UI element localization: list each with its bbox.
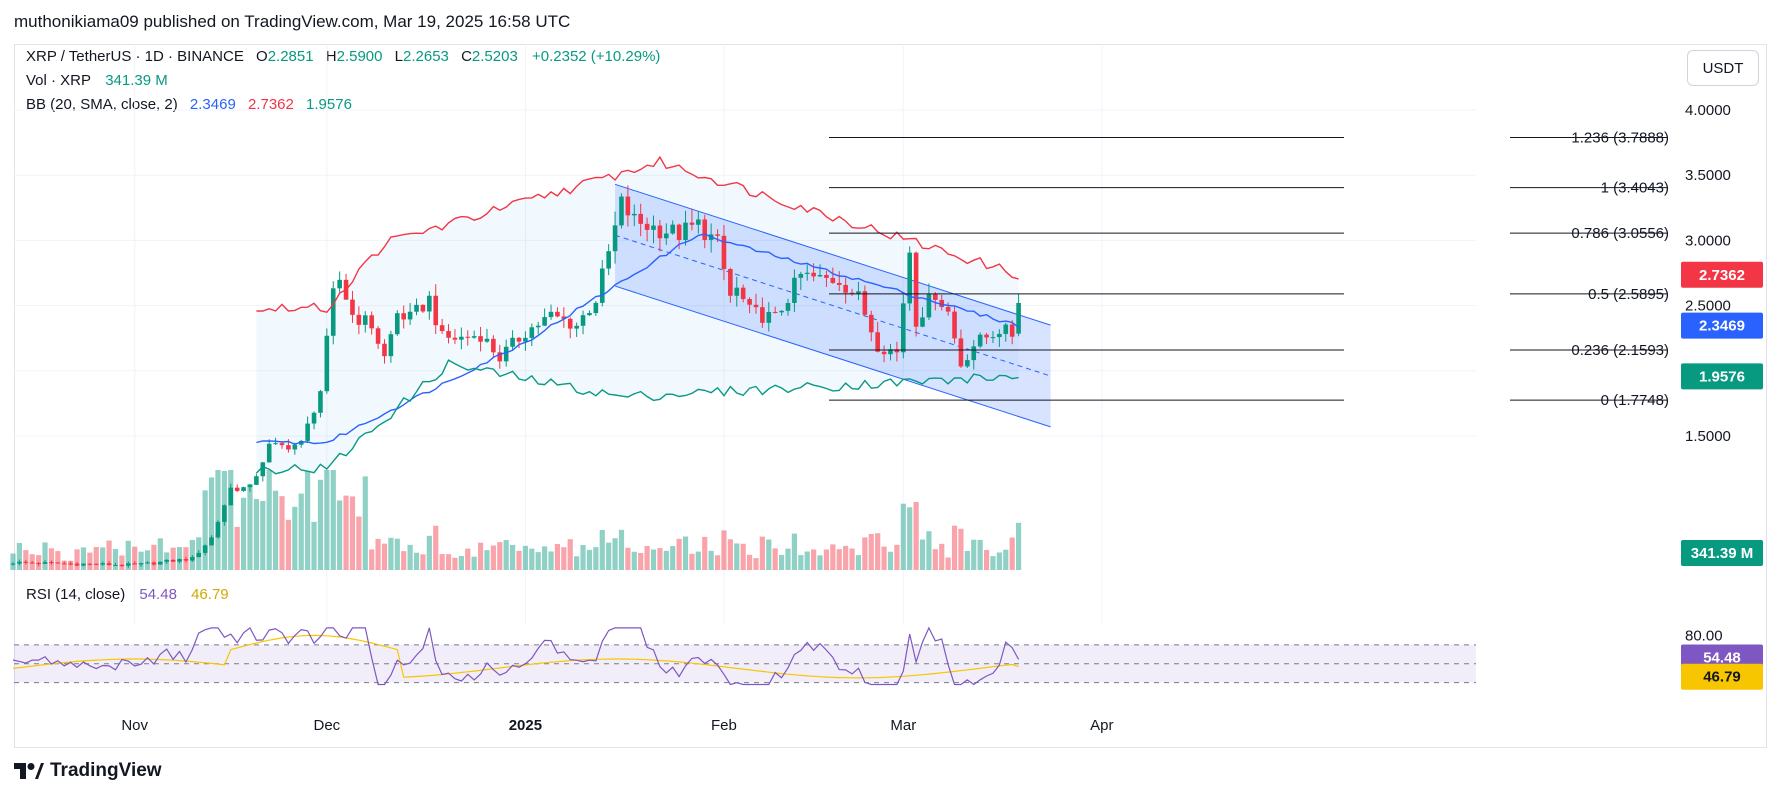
low-label: L xyxy=(394,48,404,65)
volume-value: 341.39 M xyxy=(105,72,168,89)
bb-legend: BB (20, SMA, close, 2) 2.3469 2.7362 1.9… xyxy=(26,96,356,113)
bb-label: BB (20, SMA, close, 2) xyxy=(26,96,178,113)
rsi-ma-value: 46.79 xyxy=(191,586,229,603)
open-value: 2.2851 xyxy=(267,48,314,65)
tradingview-logo-icon xyxy=(14,763,44,779)
volume-legend: Vol · XRP 341.39 M xyxy=(26,72,172,89)
bb-upper-value: 2.7362 xyxy=(247,96,294,113)
bb-lower-value: 1.9576 xyxy=(306,96,352,113)
currency-button[interactable]: USDT xyxy=(1687,50,1759,86)
high-label: H xyxy=(325,48,337,65)
rsi-value: 54.48 xyxy=(139,586,177,603)
symbol-title: XRP / TetherUS · 1D · BINANCE xyxy=(26,48,244,65)
bb-basis-value: 2.3469 xyxy=(189,96,236,113)
high-value: 2.5900 xyxy=(336,48,383,65)
tradingview-logo[interactable]: TradingView xyxy=(14,760,162,782)
volume-label: Vol · XRP xyxy=(26,72,92,89)
low-value: 2.2653 xyxy=(403,48,449,65)
brand-name: TradingView xyxy=(50,760,162,781)
open-label: O xyxy=(256,48,268,65)
publisher-header: muthonikiama09 published on TradingView.… xyxy=(14,12,571,31)
symbol-legend: XRP / TetherUS · 1D · BINANCE O2.2851 H2… xyxy=(26,48,664,65)
change-value: +0.2352 (+10.29%) xyxy=(531,48,661,65)
chart-frame[interactable] xyxy=(14,44,1767,748)
rsi-legend: RSI (14, close) 54.48 46.79 xyxy=(26,586,233,603)
close-label: C xyxy=(461,48,472,65)
rsi-label: RSI (14, close) xyxy=(26,586,126,603)
close-value: 2.5203 xyxy=(471,48,518,65)
